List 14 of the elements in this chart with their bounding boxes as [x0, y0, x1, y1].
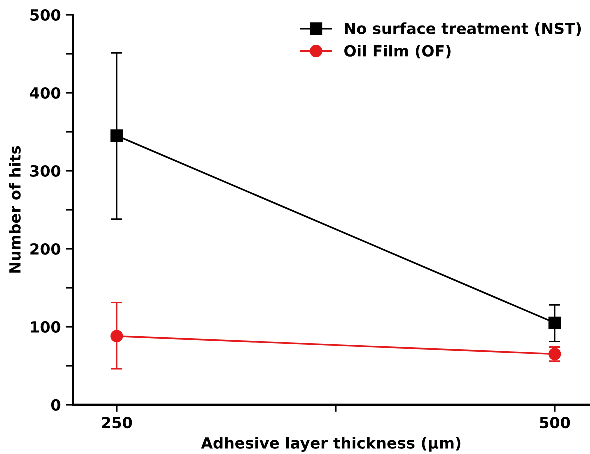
point — [110, 130, 124, 142]
y-tick-label: 0 — [51, 399, 61, 411]
y-tick-label: 200 — [30, 243, 61, 255]
x-axis-title: Adhesive layer thickness (μm) — [201, 437, 461, 452]
y-tick-label: 500 — [30, 9, 61, 22]
x-tick-label: 250 — [102, 417, 132, 429]
point — [548, 316, 562, 330]
point — [110, 330, 124, 343]
legend-label: No surface treatment (NST) — [345, 22, 582, 36]
y-axis-title: Number of hits — [9, 146, 21, 273]
y-tick-label: 300 — [30, 165, 61, 177]
legend-label: Oil Film (OF) — [344, 45, 451, 59]
y-tick-label: 400 — [30, 87, 61, 99]
y-tick-label: 100 — [31, 321, 61, 333]
